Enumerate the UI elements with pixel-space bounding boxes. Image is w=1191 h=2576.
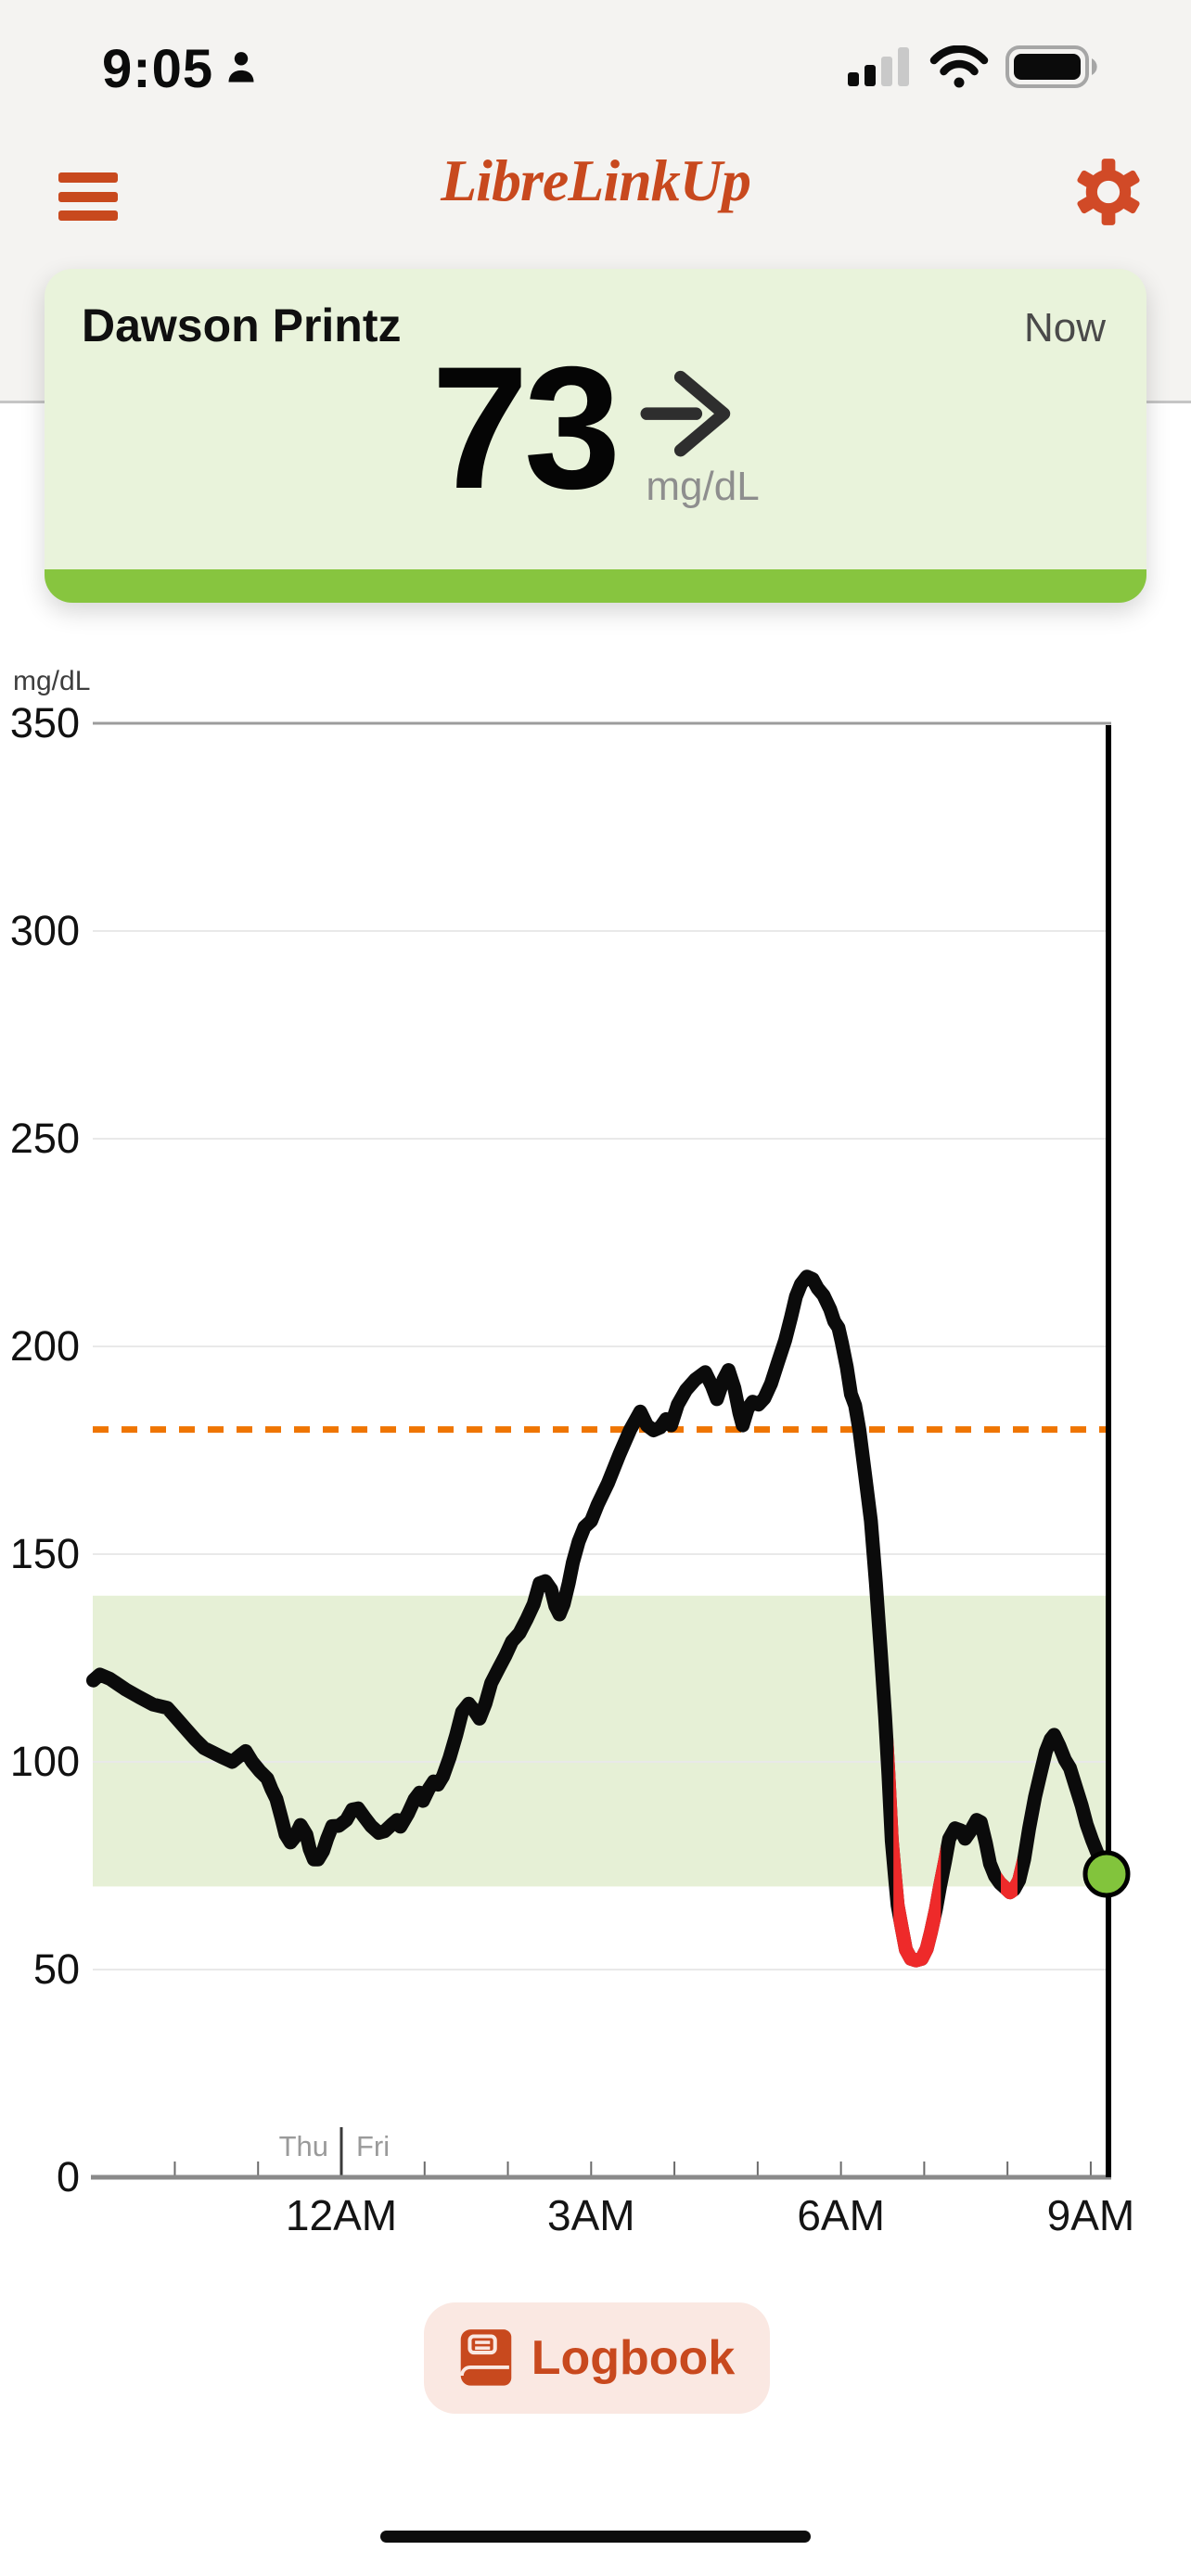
cellular-signal-icon — [848, 45, 913, 93]
steady-trend-arrow-icon — [640, 370, 731, 457]
clock: 9:05 — [102, 38, 214, 99]
card-header-row: Dawson Printz Now — [82, 299, 1106, 352]
gear-icon — [1077, 159, 1140, 225]
app-title: LibreLinkUp — [441, 147, 751, 213]
status-bar: 9:05 — [0, 33, 1191, 104]
reading-time-badge: Now — [1023, 305, 1106, 351]
logbook-book-icon — [459, 2329, 511, 2386]
status-right — [848, 43, 1102, 96]
glucose-curve — [86, 1269, 1114, 1968]
patient-glucose-card[interactable]: Dawson Printz Now 73 mg/dL — [45, 269, 1146, 603]
current-glucose-dot — [1082, 1850, 1131, 1898]
hamburger-bar — [58, 210, 118, 221]
glucose-value-row: 73 mg/dL — [45, 330, 1146, 525]
trend-column: mg/dL — [640, 362, 760, 510]
glucose-chart-canvas[interactable] — [0, 668, 1191, 2281]
logbook-button[interactable]: Logbook — [424, 2302, 770, 2414]
home-indicator[interactable] — [380, 2531, 811, 2543]
target-range-band — [93, 1595, 1111, 1887]
hamburger-menu-button[interactable] — [58, 172, 118, 221]
logbook-label: Logbook — [531, 2331, 736, 2385]
glucose-unit: mg/dL — [646, 464, 760, 509]
patient-name: Dawson Printz — [82, 300, 402, 351]
status-left: 9:05 — [102, 38, 258, 100]
battery-icon — [1005, 43, 1102, 96]
person-icon — [224, 48, 258, 90]
hamburger-bar — [58, 172, 118, 183]
settings-gear-button[interactable] — [1072, 156, 1145, 228]
in-range-status-strip — [45, 569, 1146, 603]
hamburger-bar — [58, 191, 118, 202]
glucose-value: 73 — [431, 330, 621, 525]
wifi-icon — [929, 45, 989, 93]
